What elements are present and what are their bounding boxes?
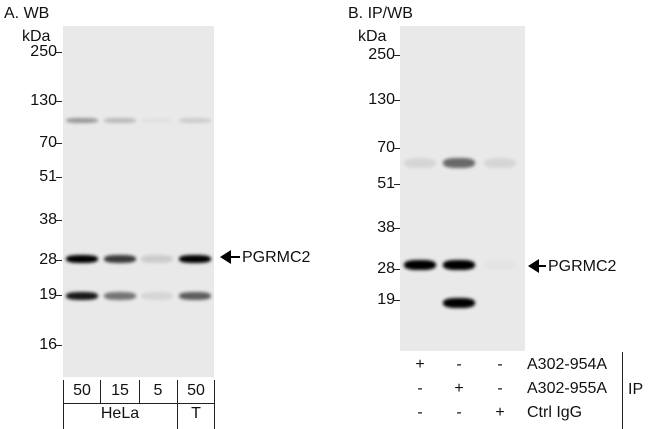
divider (139, 380, 140, 403)
band-60kDa (443, 158, 475, 168)
band-60kDa (484, 158, 516, 168)
band-28kDa (404, 260, 436, 270)
marker-label: 250 (368, 46, 395, 63)
sample-label: HeLa (100, 405, 140, 422)
divider (622, 352, 623, 429)
marker-tick (394, 184, 400, 185)
band-100kDa (141, 118, 173, 123)
ip-sign: + (495, 404, 505, 421)
marker-tick (394, 269, 400, 270)
lane-load: 15 (111, 382, 129, 399)
marker-label: 19 (39, 286, 57, 303)
ip-sign: - (417, 380, 423, 397)
marker-label: 70 (377, 139, 395, 156)
ip-sign: - (456, 356, 462, 373)
panel-b-blot (400, 26, 525, 351)
lane-load: 50 (187, 382, 205, 399)
marker-tick (394, 228, 400, 229)
band-28kDa (484, 260, 516, 270)
panel-a-kda-label: kDa (22, 28, 51, 45)
marker-tick (56, 52, 62, 53)
panel-a-target-label: PGRMC2 (242, 249, 311, 266)
panel-b-kda-label: kDa (358, 28, 387, 45)
band-19kDa (179, 292, 211, 300)
panel-b-title: B. IP/WB (348, 5, 413, 22)
panel-a-blot (63, 26, 214, 377)
marker-label: 38 (377, 219, 395, 236)
ip-sign: - (417, 404, 423, 421)
band-28kDa (66, 255, 98, 263)
band-28kDa (104, 255, 136, 263)
lane-load: 5 (153, 382, 163, 399)
marker-label: 51 (377, 175, 395, 192)
marker-label: 28 (39, 251, 57, 268)
marker-tick (56, 345, 62, 346)
band-60kDa (404, 158, 436, 168)
panel-b-target-label: PGRMC2 (548, 258, 617, 275)
marker-label: 130 (30, 92, 57, 109)
divider (177, 380, 178, 429)
marker-tick (394, 148, 400, 149)
marker-tick (394, 100, 400, 101)
marker-label: 28 (377, 260, 395, 277)
band-100kDa (179, 117, 211, 123)
marker-label: 51 (39, 168, 57, 185)
marker-tick (394, 55, 400, 56)
marker-tick (394, 300, 400, 301)
marker-label: 19 (377, 291, 395, 308)
band-28kDa (179, 255, 211, 263)
panel-b-arrow-icon (528, 259, 546, 273)
ip-sign: - (456, 404, 462, 421)
marker-tick (56, 177, 62, 178)
panel-a-title: A. WB (4, 5, 50, 22)
divider (214, 380, 215, 429)
band-28kDa (443, 260, 475, 270)
band-100kDa (66, 117, 98, 123)
panel-a-arrow-icon (220, 250, 240, 264)
band-28kDa (141, 255, 173, 263)
band-19kDa (104, 292, 136, 300)
marker-tick (56, 295, 62, 296)
band-19kDa (443, 298, 475, 308)
ip-group-label: IP (628, 381, 644, 398)
marker-tick (56, 101, 62, 102)
divider (63, 380, 64, 429)
lane-load: 50 (73, 382, 91, 399)
divider (63, 403, 215, 404)
marker-tick (56, 220, 62, 221)
ip-sign: + (454, 380, 464, 397)
band-100kDa (104, 117, 136, 123)
marker-label: 16 (39, 336, 57, 353)
marker-label: 250 (30, 43, 57, 60)
divider (100, 380, 101, 403)
marker-label: 38 (39, 211, 57, 228)
marker-label: 70 (39, 134, 57, 151)
marker-tick (56, 260, 62, 261)
band-19kDa (141, 292, 173, 300)
ip-sign: + (415, 356, 425, 373)
marker-tick (56, 143, 62, 144)
ip-antibody-label: A302-955A (527, 380, 608, 397)
ip-sign: - (497, 380, 503, 397)
ip-antibody-label: Ctrl IgG (527, 404, 583, 421)
ip-antibody-label: A302-954A (527, 356, 608, 373)
marker-label: 130 (368, 91, 395, 108)
sample-label: T (191, 405, 201, 422)
band-19kDa (66, 292, 98, 300)
ip-sign: - (497, 356, 503, 373)
